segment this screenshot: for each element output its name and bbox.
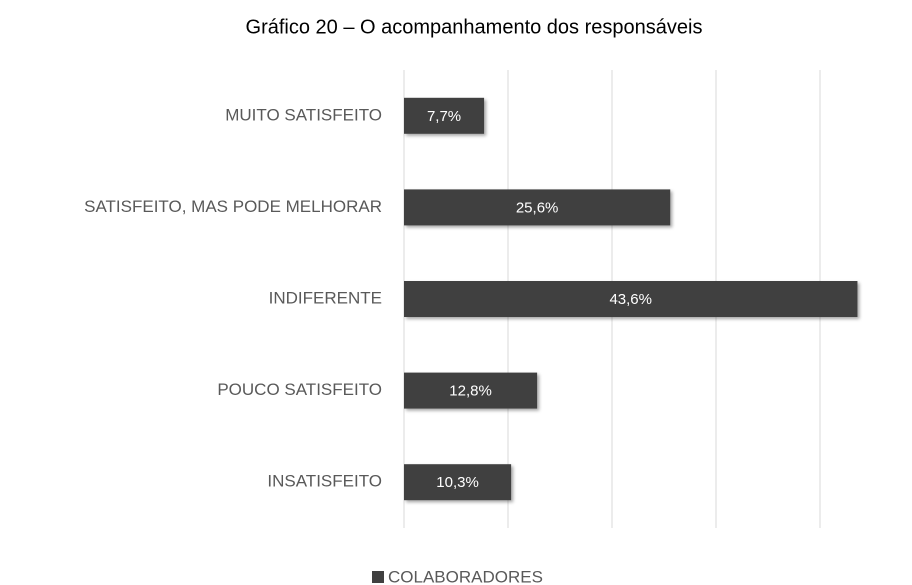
data-label: 43,6% [609,291,652,308]
data-label: 12,8% [449,383,492,400]
bar [404,372,538,409]
y-tick-label: INDIFERENTE [269,288,382,307]
bar [404,464,512,501]
y-tick-label: POUCO SATISFEITO [217,380,382,399]
legend-swatch [372,571,384,583]
bar [404,97,485,134]
bar [404,189,671,226]
data-label: 7,7% [427,108,461,125]
y-tick-label: MUITO SATISFEITO [225,105,382,124]
bar [404,281,858,317]
y-tick-label: SATISFEITO, MAS PODE MELHORAR [84,197,382,216]
y-tick-label: INSATISFEITO [267,472,382,491]
chart-title: Gráfico 20 – O acompanhamento dos respon… [246,16,703,38]
data-label: 10,3% [436,474,479,491]
legend-label: COLABORADORES [388,567,543,585]
data-label: 25,6% [516,199,559,216]
